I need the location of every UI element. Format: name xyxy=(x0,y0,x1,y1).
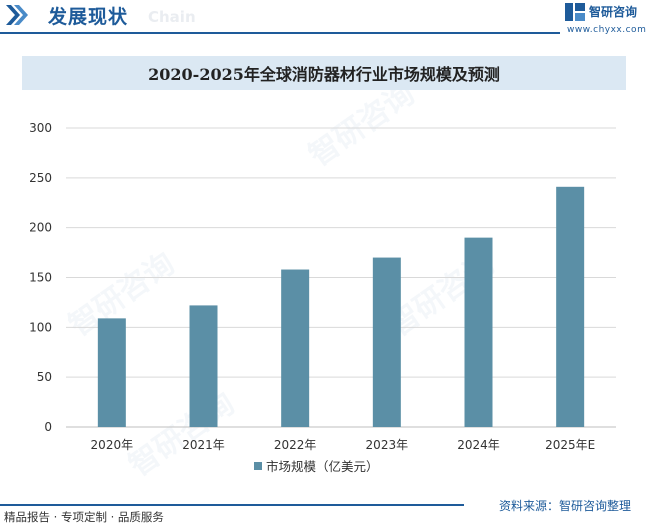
chart-title-band: 2020-2025年全球消防器材行业市场规模及预测 xyxy=(22,56,626,90)
double-chevron-icon xyxy=(6,5,28,25)
legend-swatch xyxy=(254,462,262,470)
bar xyxy=(372,257,401,427)
x-tick-label: 2020年 xyxy=(91,438,134,452)
brand-name: 智研咨询 xyxy=(589,5,638,19)
bar xyxy=(281,269,310,427)
page-header: 发展现状 Chain 智研咨询 www.chyxx.com xyxy=(0,0,648,35)
source-note: 资料来源：智研咨询整理 xyxy=(499,499,632,513)
section-title: 发展现状 xyxy=(48,6,129,28)
x-tick-label: 2024年 xyxy=(457,438,500,452)
bar xyxy=(464,237,493,427)
footer-slogan: 精品报告 · 专项定制 · 品质服务 xyxy=(4,510,164,524)
footer-divider xyxy=(0,504,464,506)
x-tick-label: 2023年 xyxy=(366,438,409,452)
bar xyxy=(556,186,585,427)
brand-url: www.chyxx.com xyxy=(567,25,647,35)
x-tick-label: 2025年E xyxy=(545,438,595,452)
y-tick-label: 50 xyxy=(37,370,52,384)
header-divider xyxy=(0,32,560,34)
legend-label: 市场规模（亿美元） xyxy=(266,459,379,474)
y-tick-label: 300 xyxy=(29,121,52,135)
y-tick-label: 0 xyxy=(44,420,52,434)
y-tick-label: 200 xyxy=(29,221,52,235)
y-tick-label: 250 xyxy=(29,171,52,185)
y-tick-label: 100 xyxy=(29,320,52,334)
bar xyxy=(97,318,126,427)
brand-logo-icon xyxy=(565,3,585,21)
section-subtitle: Chain xyxy=(148,8,196,26)
bar xyxy=(189,305,218,427)
x-tick-label: 2021年 xyxy=(182,438,225,452)
x-tick-label: 2022年 xyxy=(274,438,317,452)
chart-title: 2020-2025年全球消防器材行业市场规模及预测 xyxy=(148,65,500,84)
y-tick-label: 150 xyxy=(29,271,52,285)
